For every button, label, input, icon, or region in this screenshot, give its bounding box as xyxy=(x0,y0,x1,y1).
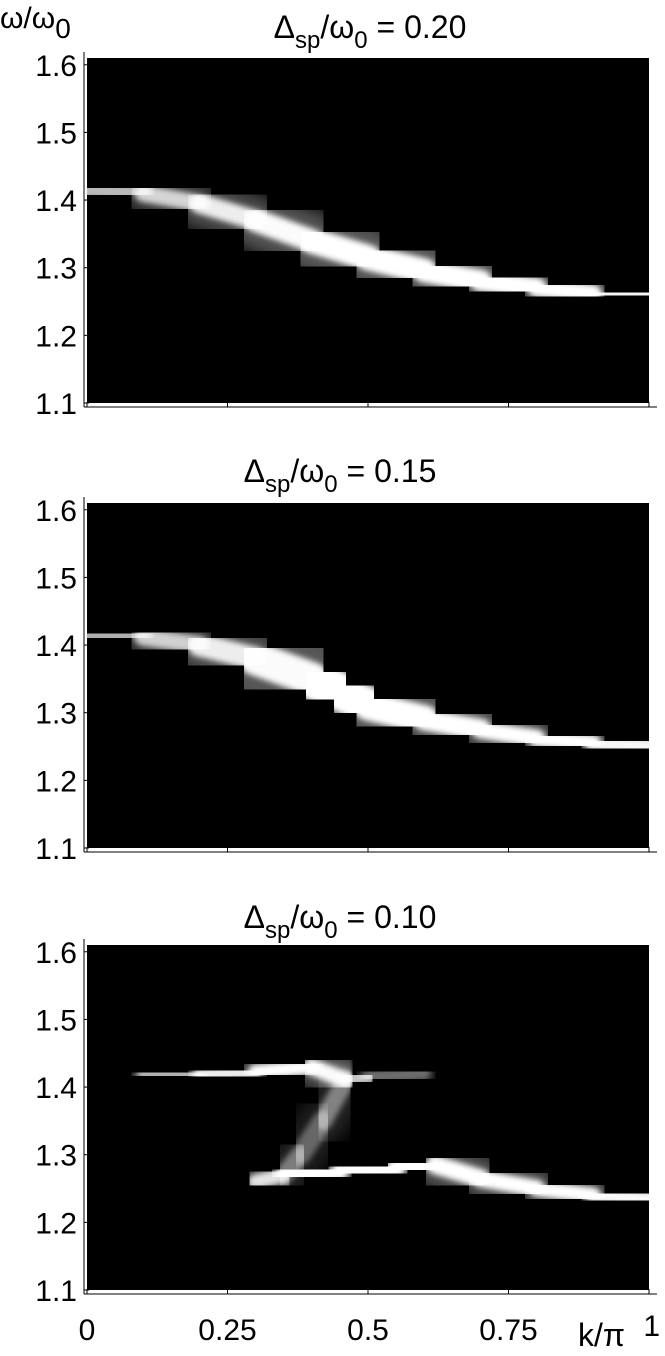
y-tick-label: 1.4 xyxy=(35,630,77,663)
panel-1-axes: 1.1 1.2 1.3 1.4 1.5 1.6 xyxy=(35,50,657,421)
y-tick-label: 1.6 xyxy=(35,937,77,970)
panel-3: Δsp/ω0 = 0.10 1.1 1.2 1.3 1.4 1.5 1.6 xyxy=(35,899,657,1308)
y-tick-label: 1.5 xyxy=(35,562,77,595)
y-tick-label: 1.3 xyxy=(35,698,77,731)
panel-1-heatmap xyxy=(87,168,649,317)
y-tick-label: 1.2 xyxy=(35,1207,77,1240)
y-tick-label: 1.1 xyxy=(35,1275,77,1308)
x-tick-label: 0.25 xyxy=(198,1314,256,1347)
panel-1-title: Δsp/ω0 = 0.20 xyxy=(274,9,467,54)
panel-2-title: Δsp/ω0 = 0.15 xyxy=(244,453,437,498)
band-0-segment xyxy=(584,285,649,303)
panel-2: Δsp/ω0 = 0.15 1.1 1.2 1.3 1.4 1.5 1.6 xyxy=(35,453,657,866)
y-tick-label: 1.6 xyxy=(35,50,77,83)
x-tick-label: 0 xyxy=(79,1314,96,1347)
y-tick-label: 1.5 xyxy=(35,1004,77,1037)
panel-2-heatmap xyxy=(87,613,649,768)
x-tick-labels: 0 0.25 0.5 0.75 1 xyxy=(79,1310,660,1347)
y-axis-label-sub: 0 xyxy=(55,13,71,44)
panel-3-axes: 1.1 1.2 1.3 1.4 1.5 1.6 xyxy=(35,937,657,1308)
x-tick-label: 0.75 xyxy=(479,1314,537,1347)
y-tick-label: 1.1 xyxy=(35,833,77,866)
x-tick-label: 1 xyxy=(643,1310,660,1343)
band-0-segment xyxy=(584,735,649,755)
y-tick-label: 1.1 xyxy=(35,388,77,421)
panel-3-heatmap xyxy=(87,1045,649,1219)
y-tick-label: 1.2 xyxy=(35,765,77,798)
band-2-segment xyxy=(274,1145,310,1185)
y-tick-label: 1.3 xyxy=(35,1140,77,1173)
y-tick-label: 1.2 xyxy=(35,320,77,353)
panel-3-plot-area xyxy=(87,945,649,1290)
band-1-segment xyxy=(585,1187,649,1207)
y-axis-label: ω/ω0 xyxy=(0,2,71,44)
y-axis-label-main: ω/ω xyxy=(0,2,55,35)
panel-2-axes: 1.1 1.2 1.3 1.4 1.5 1.6 xyxy=(35,495,657,866)
panel-1: Δsp/ω0 = 0.20 1.1 1.2 1.3 1.4 1.5 1.6 xyxy=(35,9,657,421)
panel-3-title: Δsp/ω0 = 0.10 xyxy=(244,899,437,944)
y-tick-label: 1.4 xyxy=(35,1072,77,1105)
x-tick-label: 0.5 xyxy=(347,1314,389,1347)
x-axis-label: k/π xyxy=(578,1317,625,1353)
y-tick-label: 1.6 xyxy=(35,495,77,528)
y-tick-label: 1.4 xyxy=(35,185,77,218)
y-tick-label: 1.3 xyxy=(35,253,77,286)
y-tick-label: 1.5 xyxy=(35,117,77,150)
